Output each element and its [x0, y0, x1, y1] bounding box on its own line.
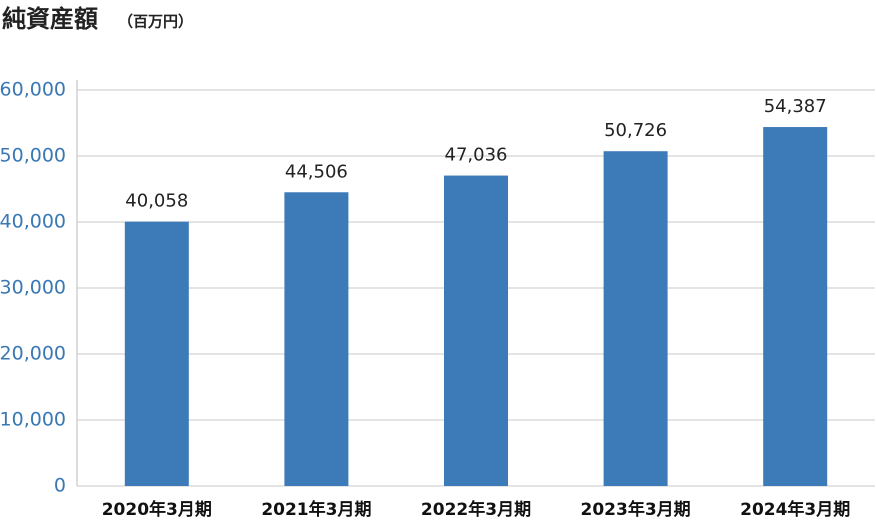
value-label: 47,036	[445, 145, 508, 166]
y-tick-label: 50,000	[0, 145, 66, 167]
bar	[444, 175, 508, 487]
chart-subtitle: （百万円）	[118, 13, 193, 31]
y-tick-label: 30,000	[0, 277, 66, 299]
bar	[603, 151, 668, 486]
y-tick-label: 60,000	[0, 79, 66, 101]
y-tick-label: 20,000	[0, 343, 66, 365]
bar	[284, 192, 349, 486]
value-label: 40,058	[125, 191, 188, 212]
x-tick-label: 2021年3月期	[261, 499, 371, 520]
x-tick-label: 2024年3月期	[740, 499, 850, 520]
value-label: 44,506	[285, 161, 348, 182]
x-tick-label: 2020年3月期	[102, 499, 212, 520]
value-label: 50,726	[604, 120, 667, 141]
bar	[763, 127, 828, 486]
chart-title: 純資産額	[2, 5, 98, 33]
bar	[124, 221, 189, 487]
x-tick-label: 2023年3月期	[581, 499, 691, 520]
y-tick-label: 10,000	[0, 409, 66, 431]
y-tick-label: 0	[54, 475, 66, 497]
x-tick-label: 2022年3月期	[421, 499, 531, 520]
y-tick-label: 40,000	[0, 211, 66, 233]
value-label: 54,387	[764, 96, 827, 117]
